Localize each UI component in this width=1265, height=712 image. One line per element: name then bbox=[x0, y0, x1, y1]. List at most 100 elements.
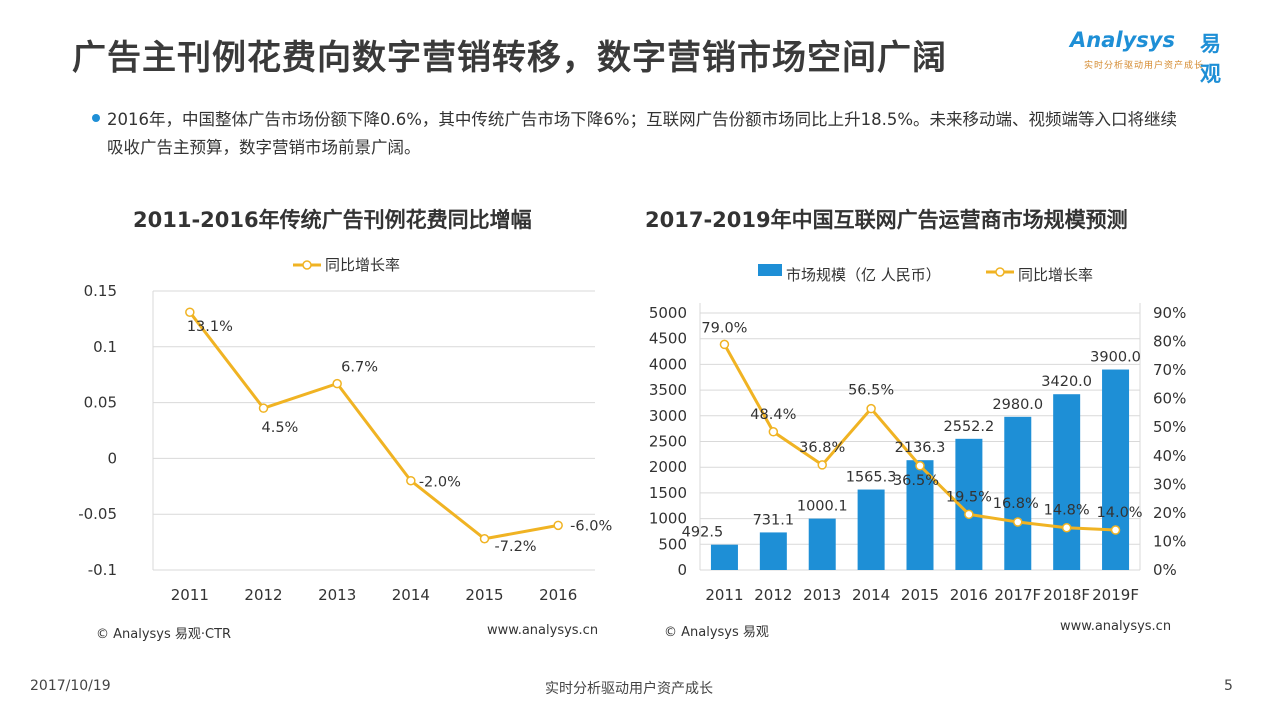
chart1-point bbox=[332, 378, 342, 389]
chart2-y-tick: 2000 bbox=[649, 458, 687, 476]
chart2-point bbox=[1013, 517, 1023, 527]
chart2-legend-bar-label: 市场规模（亿 人民币） bbox=[786, 266, 941, 284]
chart1-y-tick: 0.1 bbox=[93, 338, 117, 356]
logo-name-cn: 易观 bbox=[1200, 32, 1221, 86]
chart2-y-tick: 500 bbox=[658, 535, 687, 553]
chart2-bar-label: 731.1 bbox=[753, 512, 795, 528]
chart1-data-label: 13.1% bbox=[187, 319, 233, 335]
chart1-data-label: 4.5% bbox=[262, 420, 299, 436]
chart2-legend-bar-icon bbox=[758, 264, 782, 276]
chart2-bar-label: 2552.2 bbox=[944, 419, 995, 435]
chart1-point bbox=[406, 475, 416, 486]
chart2-bar-label: 1565.3 bbox=[846, 470, 897, 486]
chart2-y-tick: 3000 bbox=[649, 407, 687, 425]
chart1-data-label: -7.2% bbox=[495, 539, 537, 555]
chart2-rate-label: 14.8% bbox=[1044, 503, 1090, 519]
chart2-y2-tick: 70% bbox=[1153, 361, 1186, 379]
chart2-y-tick: 4000 bbox=[649, 355, 687, 373]
chart1-y-tick: 0.15 bbox=[84, 282, 117, 300]
page-number: 5 bbox=[1224, 678, 1233, 694]
chart2-y-tick: 0 bbox=[677, 561, 687, 579]
chart1-line-chart: 同比增长率 0.15 0.1 0.05 0 -0.05 -0.1 2011 2012 2013 20… bbox=[78, 256, 612, 604]
chart2-x-tick: 2012 bbox=[754, 586, 792, 604]
chart2-source: © Analysys 易观 bbox=[664, 625, 769, 640]
chart2-rate-label: 56.5% bbox=[848, 383, 894, 399]
chart2-bar bbox=[1004, 416, 1032, 570]
chart2-rate-label: 16.8% bbox=[993, 496, 1039, 512]
chart1-x-tick: 2015 bbox=[465, 586, 503, 604]
chart1-data-label: 6.7% bbox=[341, 360, 378, 376]
chart2-point bbox=[1110, 525, 1121, 535]
chart1-series-line bbox=[188, 311, 559, 541]
chart2-bar bbox=[759, 532, 787, 570]
chart2-x-tick: 2013 bbox=[803, 586, 841, 604]
chart2-x-tick: 2017F bbox=[994, 586, 1041, 604]
chart1-x-tick: 2013 bbox=[318, 586, 356, 604]
chart2-y2-tick: 0% bbox=[1153, 561, 1177, 579]
chart2-point bbox=[915, 461, 925, 471]
chart2-bar-label: 2980.0 bbox=[992, 397, 1043, 413]
chart1-y-tick: 0.05 bbox=[84, 394, 117, 412]
chart2-x-tick: 2018F bbox=[1043, 586, 1090, 604]
chart2-point bbox=[1061, 522, 1072, 533]
summary-bullet: 2016年，中国整体广告市场份额下降0.6%，其中传统广告市场下降6%；互联网广… bbox=[107, 110, 1178, 157]
chart2-rate-label: 36.5% bbox=[893, 473, 939, 489]
chart2-y-tick: 4500 bbox=[649, 330, 687, 348]
chart2-y-tick: 2500 bbox=[649, 433, 687, 451]
chart1-data-label: -2.0% bbox=[419, 475, 461, 491]
chart1-point bbox=[258, 403, 269, 413]
chart2-point bbox=[768, 427, 779, 437]
chart2-bar-label: 3900.0 bbox=[1090, 350, 1141, 366]
logo-tagline: 实时分析驱动用户资产成长 bbox=[1084, 61, 1205, 71]
chart2-rate-label: 79.0% bbox=[701, 320, 747, 336]
chart2-rate-label: 19.5% bbox=[946, 489, 992, 505]
chart2-y-tick: 5000 bbox=[649, 304, 687, 322]
chart2-rate-label: 48.4% bbox=[750, 407, 796, 423]
chart1-site-link[interactable]: www.analysys.cn bbox=[487, 623, 599, 638]
chart1-y-tick: -0.05 bbox=[78, 505, 117, 523]
chart2-bar bbox=[710, 544, 738, 570]
chart2-bar bbox=[857, 489, 885, 570]
chart2-y2-tick: 40% bbox=[1153, 447, 1186, 465]
chart2-bar-label: 1000.1 bbox=[797, 499, 848, 515]
analysys-logo: Analysys 易观 实时分析驱动用户资产成长 bbox=[1070, 28, 1240, 86]
chart2-y2-tick: 10% bbox=[1153, 532, 1186, 550]
chart2-rate-label: 36.8% bbox=[799, 440, 845, 456]
chart1-legend-marker-icon bbox=[302, 260, 312, 270]
chart1-point bbox=[553, 520, 563, 531]
chart2-site-link[interactable]: www.analysys.cn bbox=[1060, 619, 1172, 634]
footer-date: 2017/10/19 bbox=[30, 678, 111, 694]
chart2-y2-tick: 60% bbox=[1153, 390, 1186, 408]
chart2-title: 2017-2019年中国互联网广告运营商市场规模预测 bbox=[645, 208, 1128, 232]
chart2-rate-label: 14.0% bbox=[1097, 505, 1143, 521]
chart2-legend-marker-icon bbox=[995, 267, 1005, 277]
chart2-bar-label: 3420.0 bbox=[1041, 374, 1092, 390]
chart2-x-tick: 2015 bbox=[901, 586, 939, 604]
chart1-legend-label: 同比增长率 bbox=[325, 256, 400, 274]
chart2-y2-tick: 20% bbox=[1153, 504, 1186, 522]
page-title: 广告主刊例花费向数字营销转移，数字营销市场空间广阔 bbox=[72, 38, 947, 78]
chart2-bar bbox=[906, 460, 934, 570]
chart2-y-tick: 3500 bbox=[649, 381, 687, 399]
chart2-y2-tick: 80% bbox=[1153, 333, 1186, 351]
chart2-x-tick: 2019F bbox=[1092, 586, 1139, 604]
chart2-x-tick: 2014 bbox=[852, 586, 890, 604]
chart1-x-tick: 2014 bbox=[392, 586, 430, 604]
chart1-y-tick: 0 bbox=[107, 449, 117, 467]
chart2-y2-tick: 90% bbox=[1153, 304, 1186, 322]
chart2-point bbox=[964, 509, 974, 520]
chart2-bar bbox=[808, 518, 836, 570]
chart2-x-tick: 2011 bbox=[705, 586, 743, 604]
chart2-y2-tick: 30% bbox=[1153, 475, 1186, 493]
chart1-source: © Analysys 易观·CTR bbox=[96, 627, 232, 642]
chart2-point bbox=[866, 403, 876, 414]
chart1-x-tick: 2016 bbox=[539, 586, 577, 604]
footer-tagline: 实时分析驱动用户资产成长 bbox=[545, 681, 713, 697]
chart1-x-tick: 2012 bbox=[244, 586, 282, 604]
chart2-bar-label: 492.5 bbox=[682, 525, 724, 541]
chart2-legend-line-label: 同比增长率 bbox=[1018, 266, 1093, 284]
chart1-point bbox=[185, 307, 195, 317]
chart2-bar-label: 2136.3 bbox=[895, 440, 946, 456]
chart2-point bbox=[817, 460, 827, 470]
chart2-x-tick: 2016 bbox=[950, 586, 988, 604]
